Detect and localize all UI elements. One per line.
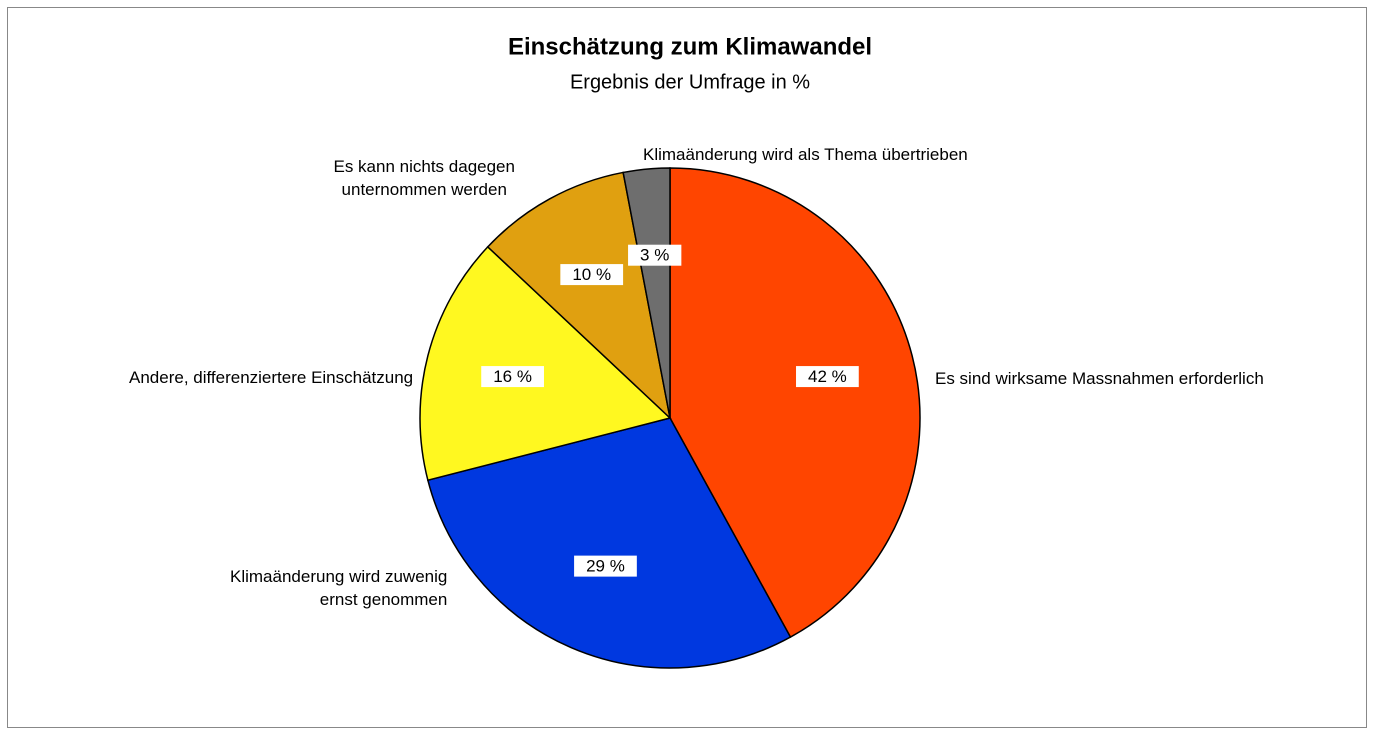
value-label: 29 % [586,557,625,576]
value-label: 10 % [572,265,611,284]
value-label: 3 % [640,246,669,265]
value-label-box [481,366,544,388]
pie-slice [486,171,672,421]
pie-slice [426,417,792,669]
category-label: Klimaänderung wird als Thema übertrieben [643,144,968,164]
chart-subtitle: Ergebnis der Umfrage in % [570,71,810,93]
value-label: 42 % [808,367,847,386]
category-label: Andere, differenziertere Einschätzung [129,367,414,387]
pie-slice [419,245,672,482]
pie-slice [669,167,921,639]
pie-slice [622,167,671,419]
value-label-box [574,555,637,577]
chart-title: Einschätzung zum Klimawandel [508,33,872,60]
value-label: 16 % [493,367,532,386]
category-label: Es sind wirksame Massnahmen erforderlich [935,368,1264,388]
category-label: Es kann nichts dagegen unternommen werde… [333,157,515,199]
value-label-box [628,244,682,266]
category-label: Klimaänderung wird zuwenig ernst genomme… [230,567,448,609]
value-label-box [796,366,859,388]
value-label-box [560,264,624,286]
